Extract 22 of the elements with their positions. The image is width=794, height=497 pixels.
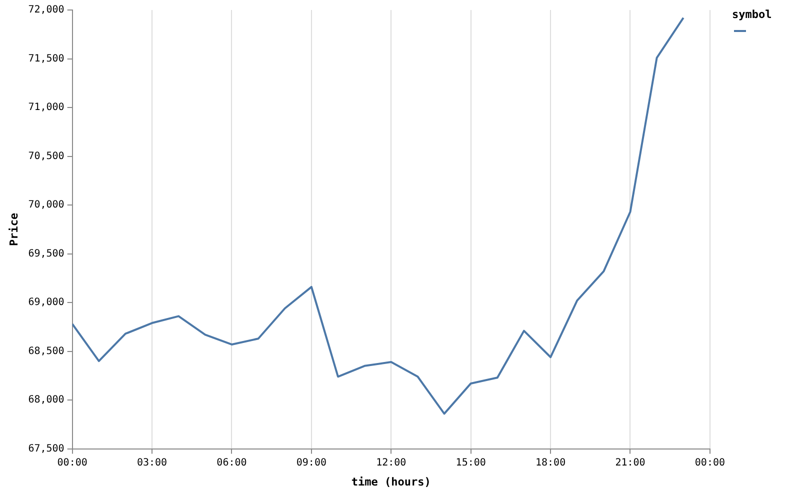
legend-title: symbol — [732, 8, 772, 21]
y-tick-label: 70,000 — [28, 200, 64, 211]
y-tick-label: 68,000 — [28, 394, 64, 406]
x-axis-title: time (hours) — [351, 475, 431, 488]
y-tick-label: 72,000 — [28, 4, 64, 16]
x-tick-label: 00:00 — [57, 457, 88, 468]
y-tick-label: 69,500 — [28, 248, 64, 260]
y-axis-title: Price — [7, 212, 20, 246]
y-tick-label: 68,500 — [28, 346, 64, 357]
x-tick-label: 21:00 — [615, 457, 646, 468]
x-tick-label: 18:00 — [535, 457, 566, 468]
x-tick-label: 12:00 — [376, 457, 406, 468]
y-tick-label: 70,500 — [28, 150, 64, 162]
x-tick-label: 06:00 — [216, 457, 247, 468]
y-tick-label: 71,500 — [28, 53, 64, 64]
y-tick-label: 67,500 — [28, 443, 64, 454]
x-tick-label: 00:00 — [694, 457, 726, 468]
y-tick-label: 71,000 — [28, 102, 64, 114]
x-tick-label: 09:00 — [296, 457, 326, 468]
x-tick-label: 03:00 — [136, 457, 168, 468]
x-tick-label: 15:00 — [456, 457, 486, 468]
y-tick-label: 69,000 — [28, 297, 64, 308]
